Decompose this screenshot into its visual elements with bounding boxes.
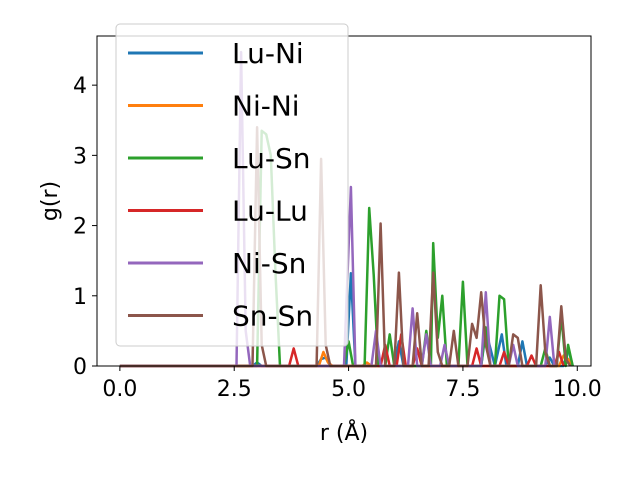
legend-label-ni-ni: Ni-Ni (232, 90, 300, 123)
legend-items: Lu-Ni Ni-Ni Lu-Sn Lu-Lu Ni-Sn Sn-Sn (128, 37, 313, 333)
x-tick-label: 0.0 (102, 377, 137, 402)
x-axis-label: r (Å) (320, 419, 368, 446)
y-tick-label: 2 (73, 215, 87, 240)
x-tick-label: 10.0 (553, 377, 602, 402)
y-tick-label: 0 (73, 355, 87, 380)
legend-label-lu-sn: Lu-Sn (232, 142, 310, 175)
y-tick-label: 3 (73, 144, 87, 169)
y-tick-label: 1 (73, 285, 87, 310)
legend-label-ni-sn: Ni-Sn (232, 247, 306, 280)
legend-label-lu-lu: Lu-Lu (232, 195, 308, 228)
plot-area (96, 35, 592, 368)
legend: Lu-Ni Ni-Ni Lu-Sn Lu-Lu Ni-Sn Sn-Sn (115, 23, 349, 347)
legend-label-sn-sn: Sn-Sn (232, 300, 313, 333)
legend-label-lu-ni: Lu-Ni (232, 37, 304, 70)
x-tick-label: 2.5 (217, 377, 252, 402)
x-tick-label: 7.5 (445, 377, 480, 402)
legend-box (115, 23, 349, 347)
x-tick-label: 5.0 (331, 377, 366, 402)
y-tick-label: 4 (73, 74, 87, 99)
y-axis-ticks: 0 1 2 3 4 (73, 74, 97, 380)
x-axis-ticks: 0.0 2.5 5.0 7.5 10.0 (102, 366, 602, 402)
y-axis-label: g(r) (38, 181, 63, 221)
